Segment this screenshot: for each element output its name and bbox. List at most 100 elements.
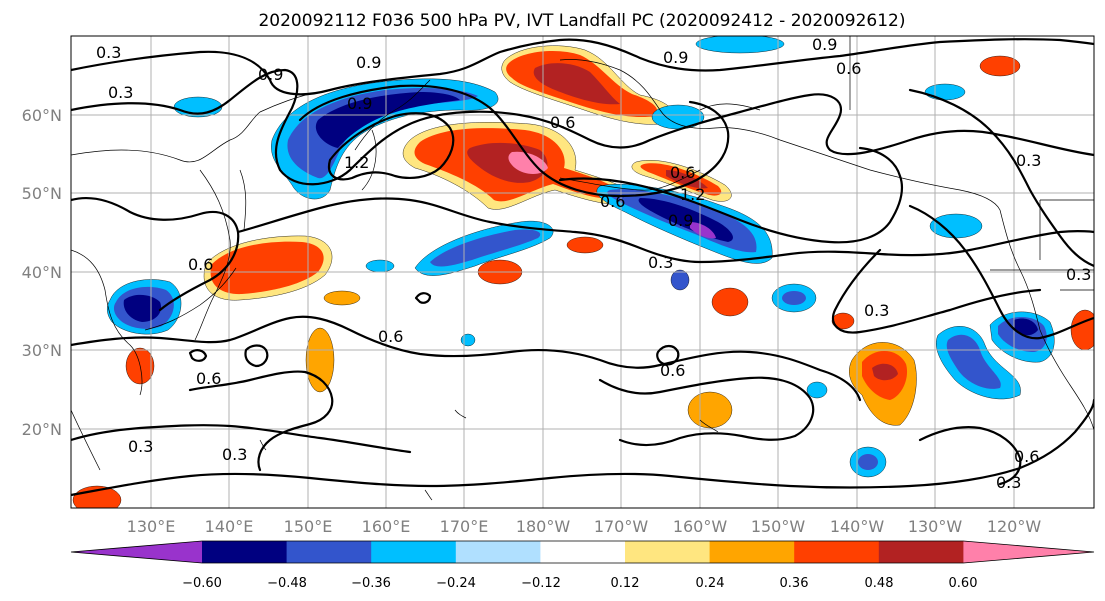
- colorbar-tick-labels: −0.60 −0.48 −0.36 −0.24 −0.12 0.12 0.24 …: [182, 576, 977, 591]
- colorbar-segment: [794, 541, 880, 563]
- colorbar-segment: [202, 541, 288, 563]
- contour-label: 0.6: [1014, 447, 1039, 466]
- colorbar-segment: [455, 541, 541, 563]
- negative-anomaly-area: [924, 83, 966, 101]
- positive-anomaly-area: [979, 55, 1021, 77]
- colorbar-tick-label: 0.36: [780, 576, 809, 591]
- coastline-islands: [259, 409, 719, 501]
- contour-label: 0.6: [188, 255, 213, 274]
- colorbar-outline: [70, 540, 1095, 564]
- lon-label: 150°E: [284, 517, 333, 536]
- longitude-labels: 130°E 140°E 150°E 160°E 170°E 180°W 170°…: [127, 517, 1042, 536]
- lon-label: 130°W: [908, 517, 963, 536]
- lat-label: 30°N: [22, 341, 62, 360]
- colorbar-segment: [540, 541, 626, 563]
- coastline-kamchatka: [354, 79, 431, 191]
- colorbar-segment: [71, 541, 202, 563]
- lon-label: 150°W: [751, 517, 806, 536]
- contour-line: [908, 88, 1094, 268]
- latitude-labels: 60°N 50°N 40°N 30°N 20°N: [22, 106, 62, 439]
- contour-line: [71, 196, 1094, 312]
- lat-label: 60°N: [22, 106, 62, 125]
- contour-line: [244, 344, 269, 368]
- contour-label: 0.6: [670, 163, 695, 182]
- colorbar-segments: [70, 540, 1095, 564]
- positive-anomaly-area: [872, 363, 898, 381]
- colorbar-tick-label: −0.48: [267, 576, 307, 591]
- contour-label: 1.2: [680, 185, 705, 204]
- contour-line: [414, 292, 432, 304]
- contour-label: 0.9: [347, 94, 372, 113]
- colorbar-tick-label: 0.12: [611, 576, 640, 591]
- contour-line: [908, 204, 1094, 340]
- contour-line: [656, 344, 680, 366]
- contour-line: [188, 349, 208, 362]
- positive-anomaly-area: [305, 327, 335, 393]
- contour-label: 0.3: [996, 473, 1021, 492]
- contour-label: 0.6: [600, 192, 625, 211]
- colorbar-tick-label: 0.60: [949, 576, 978, 591]
- contour-label: 0.3: [128, 437, 153, 456]
- map-frame: [70, 35, 1095, 509]
- lat-label: 50°N: [22, 184, 62, 203]
- contour-label: 0.3: [96, 43, 121, 62]
- negative-anomaly-area: [695, 36, 785, 54]
- lon-label: 160°E: [362, 517, 411, 536]
- contour-label: 0.6: [550, 113, 575, 132]
- lat-label: 20°N: [22, 420, 62, 439]
- negative-anomaly-area: [782, 291, 806, 305]
- colorbar-tick-label: 0.24: [696, 576, 725, 591]
- positive-anomaly-area: [666, 170, 708, 189]
- contour-line: [71, 376, 815, 454]
- positive-anomaly-area: [323, 290, 361, 306]
- contour-line: [71, 68, 1094, 186]
- positive-anomaly-area: [210, 241, 324, 295]
- contour-label: 0.9: [812, 35, 837, 54]
- contour-label: 0.6: [378, 327, 403, 346]
- lon-label: 120°W: [987, 517, 1042, 536]
- negative-anomaly-area: [929, 213, 983, 239]
- contour-line: [327, 112, 455, 181]
- colorbar-segment: [878, 541, 964, 563]
- contour-line: [298, 84, 730, 198]
- positive-anomaly-area: [1070, 309, 1094, 351]
- contour-label: 0.9: [258, 65, 283, 84]
- negative-anomaly-area: [460, 333, 476, 347]
- lon-label: 180°W: [516, 517, 571, 536]
- negative-anomaly-area: [946, 334, 1001, 389]
- positive-anomaly-area: [831, 312, 855, 330]
- positive-anomaly-area: [533, 63, 620, 105]
- contour-label: 0.3: [864, 301, 889, 320]
- gridlines: [71, 36, 1094, 508]
- contour-label: 0.3: [1066, 265, 1091, 284]
- lon-label: 140°E: [205, 517, 254, 536]
- negative-anomaly-area: [430, 229, 541, 267]
- colorbar: −0.60 −0.48 −0.36 −0.24 −0.12 0.12 0.24 …: [70, 540, 1095, 591]
- contour-line: [832, 248, 1042, 334]
- negative-anomaly-area: [690, 222, 716, 239]
- negative-anomaly-area: [806, 381, 828, 399]
- lon-label: 160°W: [673, 517, 728, 536]
- colorbar-segment: [963, 541, 1094, 563]
- contour-label: 0.3: [108, 83, 133, 102]
- negative-anomaly-area: [1014, 318, 1038, 336]
- contour-label: 0.6: [660, 361, 685, 380]
- contour-label: 1.2: [344, 153, 369, 172]
- contour-line: [558, 146, 904, 244]
- contour-line: [71, 315, 862, 402]
- coastline-alaska: [559, 59, 1001, 211]
- colorbar-tick-label: −0.24: [436, 576, 476, 591]
- positive-anomaly-area: [566, 236, 604, 254]
- shaded-anomalies: [72, 36, 1094, 508]
- colorbar-tick-label: −0.12: [521, 576, 561, 591]
- lat-label: 40°N: [22, 263, 62, 282]
- contour-label: 0.6: [196, 369, 221, 388]
- colorbar-segment: [286, 541, 372, 563]
- ivt-contours: [71, 38, 1094, 497]
- positive-anomaly-area: [711, 287, 749, 317]
- contour-label: 0.9: [663, 48, 688, 67]
- contour-label-group: 0.3 0.3 0.9 0.9 0.9 0.9 0.6 0.6 0.9 1.2 …: [96, 35, 1091, 492]
- contour-label: 0.3: [648, 253, 673, 272]
- positive-anomaly-area: [687, 391, 733, 429]
